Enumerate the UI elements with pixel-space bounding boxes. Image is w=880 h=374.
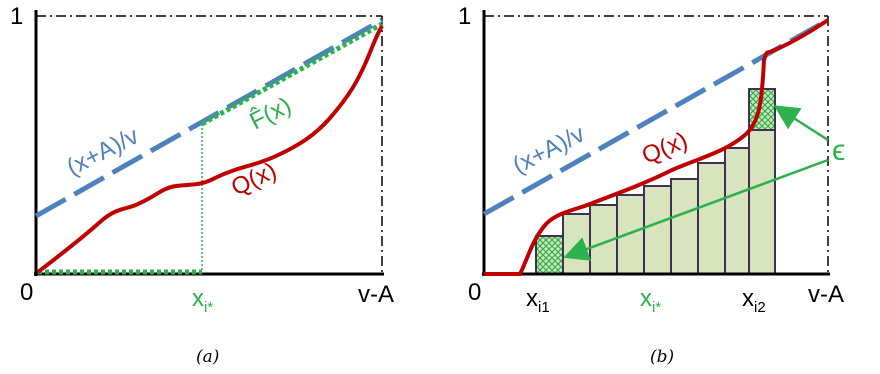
panel-b-caption: (b): [650, 347, 674, 367]
bar-9: [748, 129, 776, 275]
bar-4: [616, 194, 645, 275]
bar-7: [697, 162, 726, 275]
epsilon-arrow-upper: [773, 105, 829, 142]
bar-8: [724, 147, 750, 275]
bar-6: [670, 178, 699, 275]
panel-b-epsilon-label: ϵ: [832, 134, 845, 167]
bar-1: [535, 235, 564, 275]
bar-5: [643, 185, 672, 275]
bar-2: [562, 213, 591, 275]
panel-a-caption: (a): [196, 347, 219, 367]
panel-a-ref-line-label: (x+A)/v: [62, 122, 143, 181]
panel-b-x-i1-label: xi1: [526, 285, 550, 316]
panel-a-fhat-upper: [200, 21, 384, 127]
panel-a-y-top-label: 1: [10, 3, 23, 30]
panel-b: 1 0 v-A xi1 xi* xi2 (x+A)/v Q(x) ϵ (b): [458, 3, 845, 367]
panel-b-x-end-label: v-A: [808, 281, 844, 308]
panel-a: 1 0 v-A xi* (x+A)/v Q(x) F̂(x) (a): [10, 3, 394, 367]
panel-a-origin-label: 0: [20, 279, 33, 306]
panel-a-q-curve: [36, 24, 384, 274]
panel-b-q-curve: [484, 18, 830, 276]
panel-b-x-i2-label: xi2: [742, 285, 766, 316]
panel-b-origin-label: 0: [468, 279, 481, 306]
epsilon-arrow-lower: [563, 158, 829, 261]
panel-b-y-top-label: 1: [458, 3, 471, 30]
panel-a-x-istar-label: xi*: [192, 285, 213, 316]
panel-a-x-end-label: v-A: [358, 281, 394, 308]
panel-b-ref-line-label: (x+A)/v: [508, 120, 589, 179]
panel-b-x-istar-label: xi*: [640, 285, 661, 316]
panel-a-q-label: Q(x): [227, 157, 281, 201]
